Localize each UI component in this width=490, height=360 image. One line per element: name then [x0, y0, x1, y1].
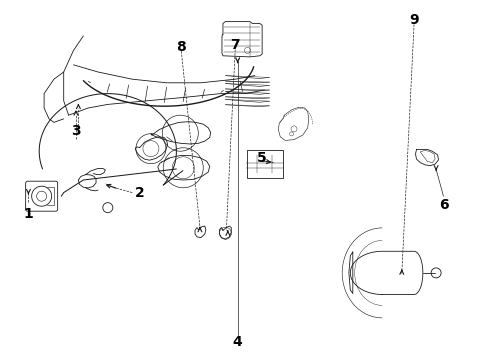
Text: 3: 3 — [71, 125, 81, 138]
Bar — [246, 150, 283, 178]
Text: 2: 2 — [135, 186, 145, 199]
Text: 4: 4 — [233, 335, 243, 349]
Text: 8: 8 — [176, 40, 186, 54]
Text: 7: 7 — [230, 38, 240, 52]
Text: 9: 9 — [409, 13, 419, 27]
Text: 6: 6 — [439, 198, 448, 212]
Text: 5: 5 — [257, 152, 267, 165]
Text: 1: 1 — [24, 207, 33, 221]
